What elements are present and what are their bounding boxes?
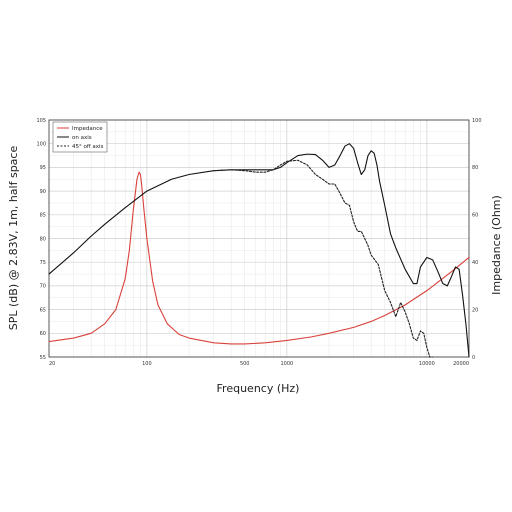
legend-box [52, 121, 108, 153]
y-left-tick-label: 55 [40, 355, 46, 361]
y-left-tick-label: 80 [40, 236, 46, 242]
impedance-curve [48, 171, 470, 345]
y-left-tick-label: 105 [36, 118, 46, 124]
y-left-tick-label: 90 [40, 189, 46, 195]
legend-label-on-axis: on axis [72, 135, 92, 141]
x-tick-label: 500 [240, 361, 250, 367]
x-tick-label: 100 [142, 361, 152, 367]
legend-label-impedance: Impedance [72, 126, 103, 132]
x-tick-label: 1000 [280, 361, 293, 367]
y-left-tick-label: 95 [40, 165, 46, 171]
y-right-tick-label: 100 [472, 118, 482, 124]
x-axis-title: Frequency (Hz) [217, 382, 300, 395]
legend-label-off-axis: 45° off axis [72, 144, 104, 150]
y-left-tick-label: 65 [40, 307, 46, 313]
y-right-tick-label: 40 [472, 260, 478, 266]
series-group [48, 143, 470, 358]
x-tick-label: 10000 [419, 361, 435, 367]
y-right-tick-label: 80 [472, 165, 478, 171]
y-left-tick-label: 85 [40, 213, 46, 219]
y-right-tick-label: 0 [472, 355, 475, 361]
x-tick-label: 20 [49, 361, 55, 367]
y-left-tick-label: 70 [40, 284, 46, 290]
y-axis-left-title: SPL (dB) @ 2.83V, 1m, half space [7, 146, 20, 331]
y-right-tick-label: 60 [472, 213, 478, 219]
plot-frame [48, 119, 470, 358]
y-left-tick-label: 100 [36, 142, 46, 148]
y-left-tick-label: 60 [40, 331, 46, 337]
grid-lines [49, 119, 469, 358]
y-right-tick-label: 20 [472, 307, 478, 313]
tick-labels: 55 60 65 70 75 80 85 90 95 100 105 0 20 40 60 80 100 20 10… [36, 118, 481, 367]
off-axis-45-curve [213, 159, 434, 358]
x-tick-label: 20000 [453, 361, 469, 367]
y-axis-right-title: Impedance (Ohm) [490, 195, 503, 295]
y-left-tick-label: 75 [40, 260, 46, 266]
legend: Impedance on axis 45° off axis [52, 121, 108, 153]
